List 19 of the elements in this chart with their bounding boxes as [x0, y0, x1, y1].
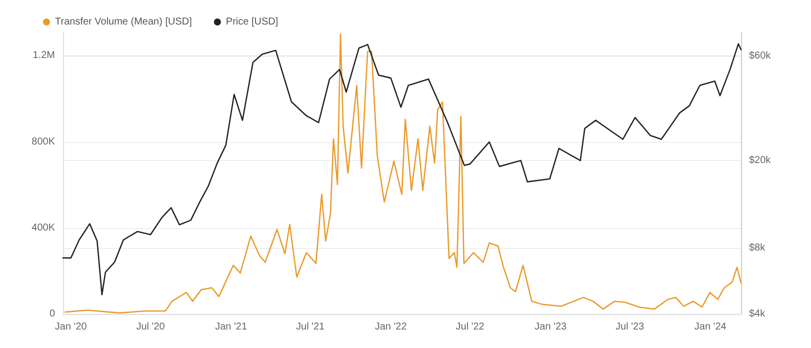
- legend-label: Transfer Volume (Mean) [USD]: [55, 16, 192, 28]
- legend-label: Price [USD]: [226, 16, 278, 28]
- x-tick-label: Jul '22: [456, 322, 485, 332]
- x-tick-label: Jul '23: [616, 322, 645, 332]
- y-tick-label: 1.2M: [32, 50, 55, 62]
- x-tick-label: Jan '22: [374, 322, 408, 332]
- x-tick-label: Jul '20: [136, 322, 166, 332]
- y2-tick-label: $8k: [749, 242, 766, 254]
- y2-tick-label: $20k: [749, 155, 772, 166]
- y2-tick-label: $4k: [749, 308, 766, 320]
- x-tick-label: Jan '24: [694, 322, 727, 332]
- y-tick-label: 0: [49, 308, 56, 320]
- x-tick-label: Jan '23: [534, 322, 568, 332]
- x-tick-label: Jan '20: [54, 322, 88, 332]
- y-tick-label: 400K: [32, 222, 56, 234]
- y2-tick-label: $60k: [749, 50, 772, 62]
- x-tick-label: Jan '21: [215, 322, 248, 332]
- y-tick-label: 800K: [32, 136, 56, 148]
- x-tick-label: Jul '21: [296, 322, 326, 332]
